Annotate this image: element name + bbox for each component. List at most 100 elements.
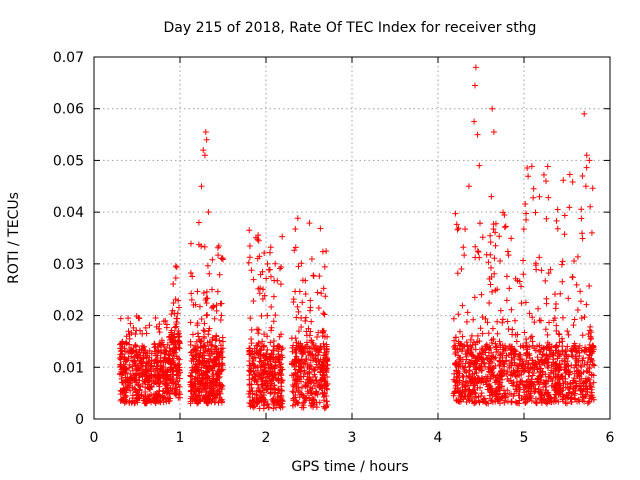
data-point xyxy=(250,361,257,368)
data-point xyxy=(552,380,559,387)
data-point xyxy=(324,380,331,387)
data-point xyxy=(132,361,139,368)
data-point xyxy=(194,288,201,295)
data-point xyxy=(133,370,140,377)
data-point xyxy=(292,335,299,342)
data-point xyxy=(479,398,486,405)
data-point xyxy=(132,389,139,396)
data-point xyxy=(255,387,262,394)
data-point xyxy=(586,282,593,289)
data-point xyxy=(520,257,527,264)
data-point xyxy=(311,371,318,378)
data-point xyxy=(309,339,316,346)
data-point xyxy=(310,396,317,403)
data-point xyxy=(268,384,275,391)
data-point xyxy=(556,363,563,370)
data-point xyxy=(147,360,154,367)
data-point xyxy=(211,399,218,406)
y-tick-label: 0.06 xyxy=(53,102,84,118)
data-point xyxy=(192,361,199,368)
data-point xyxy=(523,339,530,346)
data-point xyxy=(496,233,503,240)
data-point xyxy=(466,368,473,375)
chart-title: Day 215 of 2018, Rate Of TEC Index for r… xyxy=(164,20,537,36)
data-point xyxy=(323,248,330,255)
data-point xyxy=(472,376,479,383)
data-point xyxy=(553,217,560,224)
data-point xyxy=(295,308,302,315)
data-point xyxy=(488,337,495,344)
data-point xyxy=(268,363,275,369)
data-point xyxy=(584,358,591,365)
data-point xyxy=(139,343,146,350)
data-point xyxy=(480,360,487,367)
data-point xyxy=(508,235,515,242)
data-point xyxy=(542,178,549,185)
data-point xyxy=(541,380,548,387)
data-point xyxy=(315,305,322,312)
data-point xyxy=(298,368,305,375)
data-point xyxy=(274,397,281,404)
data-point xyxy=(491,270,498,277)
data-point xyxy=(586,398,593,405)
data-point xyxy=(529,380,536,387)
data-point xyxy=(323,369,330,376)
data-point xyxy=(294,344,301,351)
data-point xyxy=(139,330,146,337)
data-point xyxy=(187,270,194,277)
data-point xyxy=(578,315,585,322)
data-point xyxy=(486,300,493,307)
data-point xyxy=(275,342,282,349)
data-point xyxy=(200,393,207,400)
data-point xyxy=(120,385,127,392)
data-point xyxy=(294,215,301,222)
data-point xyxy=(126,400,133,407)
data-point xyxy=(559,357,566,364)
data-point xyxy=(452,387,459,394)
y-tick-labels: 0 0.01 0.02 0.03 0.04 0.05 0.06 0.07 xyxy=(53,50,84,428)
data-point xyxy=(556,339,563,346)
data-point xyxy=(256,405,263,412)
data-point xyxy=(562,370,569,377)
data-point xyxy=(257,285,264,292)
data-point xyxy=(175,344,182,351)
data-point xyxy=(201,335,208,342)
data-point xyxy=(290,342,297,349)
data-point xyxy=(560,177,567,184)
data-point xyxy=(147,399,154,406)
data-point xyxy=(569,274,576,281)
data-point xyxy=(302,314,309,321)
data-point xyxy=(453,367,460,374)
data-point xyxy=(478,366,485,373)
data-point xyxy=(577,298,584,305)
data-point xyxy=(577,288,584,295)
data-point xyxy=(545,270,552,277)
data-point xyxy=(565,369,572,376)
data-point xyxy=(289,388,296,395)
data-point xyxy=(173,320,180,327)
data-point xyxy=(503,297,510,304)
data-point xyxy=(490,354,497,361)
data-point xyxy=(247,367,254,374)
data-point xyxy=(152,314,159,321)
data-point xyxy=(278,352,285,359)
data-point xyxy=(264,333,271,340)
data-point xyxy=(290,395,297,402)
data-point xyxy=(542,379,549,386)
data-point xyxy=(551,394,558,401)
data-point xyxy=(134,399,141,406)
data-point xyxy=(301,399,308,406)
data-point xyxy=(130,324,137,331)
data-point xyxy=(172,324,179,331)
data-point xyxy=(529,342,536,349)
data-point xyxy=(151,398,158,405)
data-point xyxy=(203,384,210,391)
data-point xyxy=(531,388,538,395)
data-point xyxy=(274,343,281,350)
data-point xyxy=(511,355,518,362)
data-point xyxy=(563,400,570,407)
data-point xyxy=(474,248,481,255)
data-point xyxy=(320,393,327,400)
data-point xyxy=(216,373,223,380)
data-point xyxy=(553,327,560,334)
